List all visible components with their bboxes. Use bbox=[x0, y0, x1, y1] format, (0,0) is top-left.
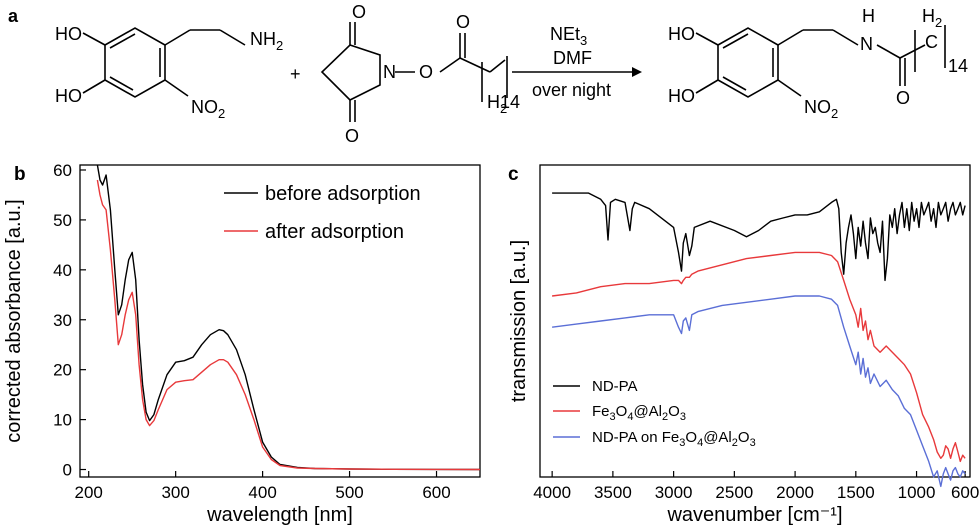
chart-b-xtick-label: 500 bbox=[335, 483, 363, 502]
chart-c-xtick-label: 2500 bbox=[715, 483, 753, 502]
nhs-o-link: O bbox=[419, 62, 433, 82]
chart-c-xtick-label: 1000 bbox=[898, 483, 936, 502]
chart-c-series bbox=[552, 192, 966, 488]
product-chain-c: C bbox=[925, 32, 938, 52]
reaction-scheme: a HO HO NH2 NO2 + bbox=[8, 2, 968, 146]
chart-b: b 200 300 400 500 600 0 10 20 30 40 50 60 wavelengt… bbox=[3, 161, 481, 526]
chart-b-xtick-label: 200 bbox=[75, 483, 103, 502]
chart-c-legend: ND-PA Fe3O4@Al2O3 ND-PA on Fe3O4@Al2O3 bbox=[553, 378, 756, 449]
reaction-arrow bbox=[512, 67, 642, 77]
chart-c-series-1-line bbox=[552, 251, 966, 463]
chart-c-xtick-label: 2000 bbox=[776, 483, 814, 502]
chart-b-ytick-label: 20 bbox=[53, 361, 72, 380]
product-chain-h2: H bbox=[922, 6, 935, 26]
reactant1-ho-top: HO bbox=[55, 24, 82, 44]
chart-c-series-2-line bbox=[552, 295, 966, 488]
product-n: N bbox=[860, 34, 873, 54]
chart-b-ytick-label: 0 bbox=[63, 461, 72, 480]
chart-c: c 4000 3500 3000 2500 2000 1500 1000 600 wavenu… bbox=[508, 164, 979, 526]
legend-label-before: before adsorption bbox=[265, 183, 421, 205]
nhs-chain-h2: H bbox=[487, 92, 500, 112]
product-h: H bbox=[862, 6, 875, 26]
reactant-nhs-ester bbox=[320, 22, 508, 122]
chart-b-xtick-label: 300 bbox=[161, 483, 189, 502]
product-no2: NO bbox=[804, 97, 831, 117]
condition-dmf: DMF bbox=[553, 48, 592, 68]
nhs-chain-14: 14 bbox=[500, 92, 520, 112]
chart-b-ytick-label: 50 bbox=[53, 211, 72, 230]
reactant1-nh2: NH bbox=[250, 29, 276, 49]
chart-b-xtick-label: 400 bbox=[248, 483, 276, 502]
legend-label-after: after adsorption bbox=[265, 221, 404, 243]
nhs-o-top: O bbox=[352, 2, 366, 22]
svg-text:NH2: NH2 bbox=[250, 29, 283, 53]
chart-b-series-1-line bbox=[96, 179, 481, 471]
chart-b-xlabel: wavelength [nm] bbox=[206, 504, 353, 526]
chart-b-frame bbox=[79, 164, 481, 478]
product-amide bbox=[695, 25, 946, 98]
chart-b-ylabel: corrected absorbance [a.u.] bbox=[3, 199, 25, 442]
chart-b-series bbox=[96, 164, 481, 471]
chart-b-legend: before adsorption after adsorption bbox=[224, 183, 421, 243]
svg-text:NO2: NO2 bbox=[804, 97, 838, 121]
chart-c-xtick-label: 3000 bbox=[655, 483, 693, 502]
chart-b-ytick-label: 60 bbox=[53, 161, 72, 180]
svg-text:NO2: NO2 bbox=[191, 97, 225, 121]
condition-net3: NEt bbox=[550, 24, 580, 44]
legend-label-ndpa-on: ND-PA on Fe3O4@Al2O3 bbox=[592, 429, 756, 449]
chart-c-ylabel: transmission [a.u.] bbox=[508, 240, 530, 402]
chart-b-ytick-label: 30 bbox=[53, 311, 72, 330]
nhs-o-bottom: O bbox=[345, 126, 359, 146]
nhs-o-carbonyl: O bbox=[456, 12, 470, 32]
chart-c-xlabel: wavenumber [cm⁻¹] bbox=[666, 504, 842, 526]
legend-label-fe3o4: Fe3O4@Al2O3 bbox=[592, 403, 686, 423]
condition-time: over night bbox=[532, 80, 611, 100]
panel-label-b: b bbox=[14, 164, 26, 185]
chart-b-ytick-label: 40 bbox=[53, 261, 72, 280]
chart-c-xtick-label: 4000 bbox=[533, 483, 571, 502]
chart-c-series-0-line bbox=[552, 192, 966, 282]
chart-c-xtick-label: 1500 bbox=[837, 483, 875, 502]
plus-sign: + bbox=[290, 64, 301, 84]
legend-label-ndpa: ND-PA bbox=[592, 378, 638, 395]
chart-c-xtick-label: 600 bbox=[951, 483, 979, 502]
svg-text:NEt3: NEt3 bbox=[550, 24, 587, 48]
nhs-n: N bbox=[383, 62, 396, 82]
reactant1-no2: NO bbox=[191, 97, 218, 117]
product-ho-bottom: HO bbox=[668, 86, 695, 106]
chart-b-ticks: 200 300 400 500 600 0 10 20 30 40 50 60 bbox=[53, 161, 451, 502]
svg-text:H2: H2 bbox=[922, 6, 942, 30]
panel-label-a: a bbox=[8, 6, 19, 26]
product-ho-top: HO bbox=[668, 24, 695, 44]
chart-c-ticks: 4000 3500 3000 2500 2000 1500 1000 600 bbox=[533, 471, 979, 502]
chart-b-xtick-label: 600 bbox=[422, 483, 450, 502]
reactant1-ho-bottom: HO bbox=[55, 86, 82, 106]
product-chain-14: 14 bbox=[948, 56, 968, 76]
svg-text:14: 14 bbox=[500, 92, 520, 112]
product-o: O bbox=[896, 88, 910, 108]
chart-c-frame bbox=[539, 164, 971, 478]
chart-c-xtick-label: 3500 bbox=[594, 483, 632, 502]
reactant-nitrodopamine bbox=[82, 27, 246, 98]
panel-label-c: c bbox=[508, 164, 519, 185]
chart-b-series-0-line bbox=[96, 164, 481, 471]
svg-text:H2: H2 bbox=[487, 92, 507, 116]
chart-b-ytick-label: 10 bbox=[53, 411, 72, 430]
